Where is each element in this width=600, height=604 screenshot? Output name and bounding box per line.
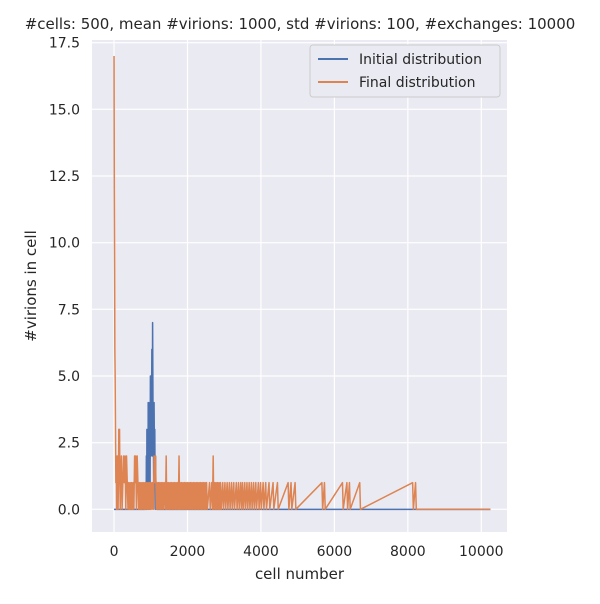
y-tick-label: 10.0: [49, 236, 80, 252]
y-tick-label: 2.5: [58, 436, 80, 452]
y-tick-label: 5.0: [58, 369, 80, 385]
x-tick-label: 0: [110, 544, 119, 560]
x-tick-label: 2000: [170, 544, 206, 560]
legend-label-initial-distribution: Initial distribution: [359, 52, 482, 68]
y-tick-label: 12.5: [49, 169, 80, 185]
legend-box: [309, 44, 501, 98]
y-tick-label: 0.0: [58, 502, 80, 518]
x-tick-label: 10000: [459, 544, 504, 560]
x-tick-label: 8000: [390, 544, 426, 560]
plot-area: [92, 40, 507, 532]
chart-legend: Initial distribution Final distribution: [309, 44, 501, 98]
series-layer: [113, 55, 491, 511]
y-tick-label: 15.0: [49, 102, 80, 118]
y-tick-label: 7.5: [58, 302, 80, 318]
y-axis-ticks: 0.0 2.5 5.0 7.5 10.0 12.5 15.0 17.5: [49, 36, 80, 519]
series-line-final-distribution: [113, 55, 491, 511]
y-tick-label: 17.5: [49, 36, 80, 52]
x-axis-label: cell number: [255, 565, 345, 583]
x-tick-label: 6000: [317, 544, 353, 560]
x-tick-label: 4000: [243, 544, 279, 560]
legend-label-final-distribution: Final distribution: [359, 75, 476, 91]
y-axis-label: #virions in cell: [22, 230, 40, 341]
chart-title: #cells: 500, mean #virions: 1000, std #v…: [25, 15, 576, 33]
x-axis-ticks: 0 2000 4000 6000 8000 10000: [110, 544, 504, 560]
